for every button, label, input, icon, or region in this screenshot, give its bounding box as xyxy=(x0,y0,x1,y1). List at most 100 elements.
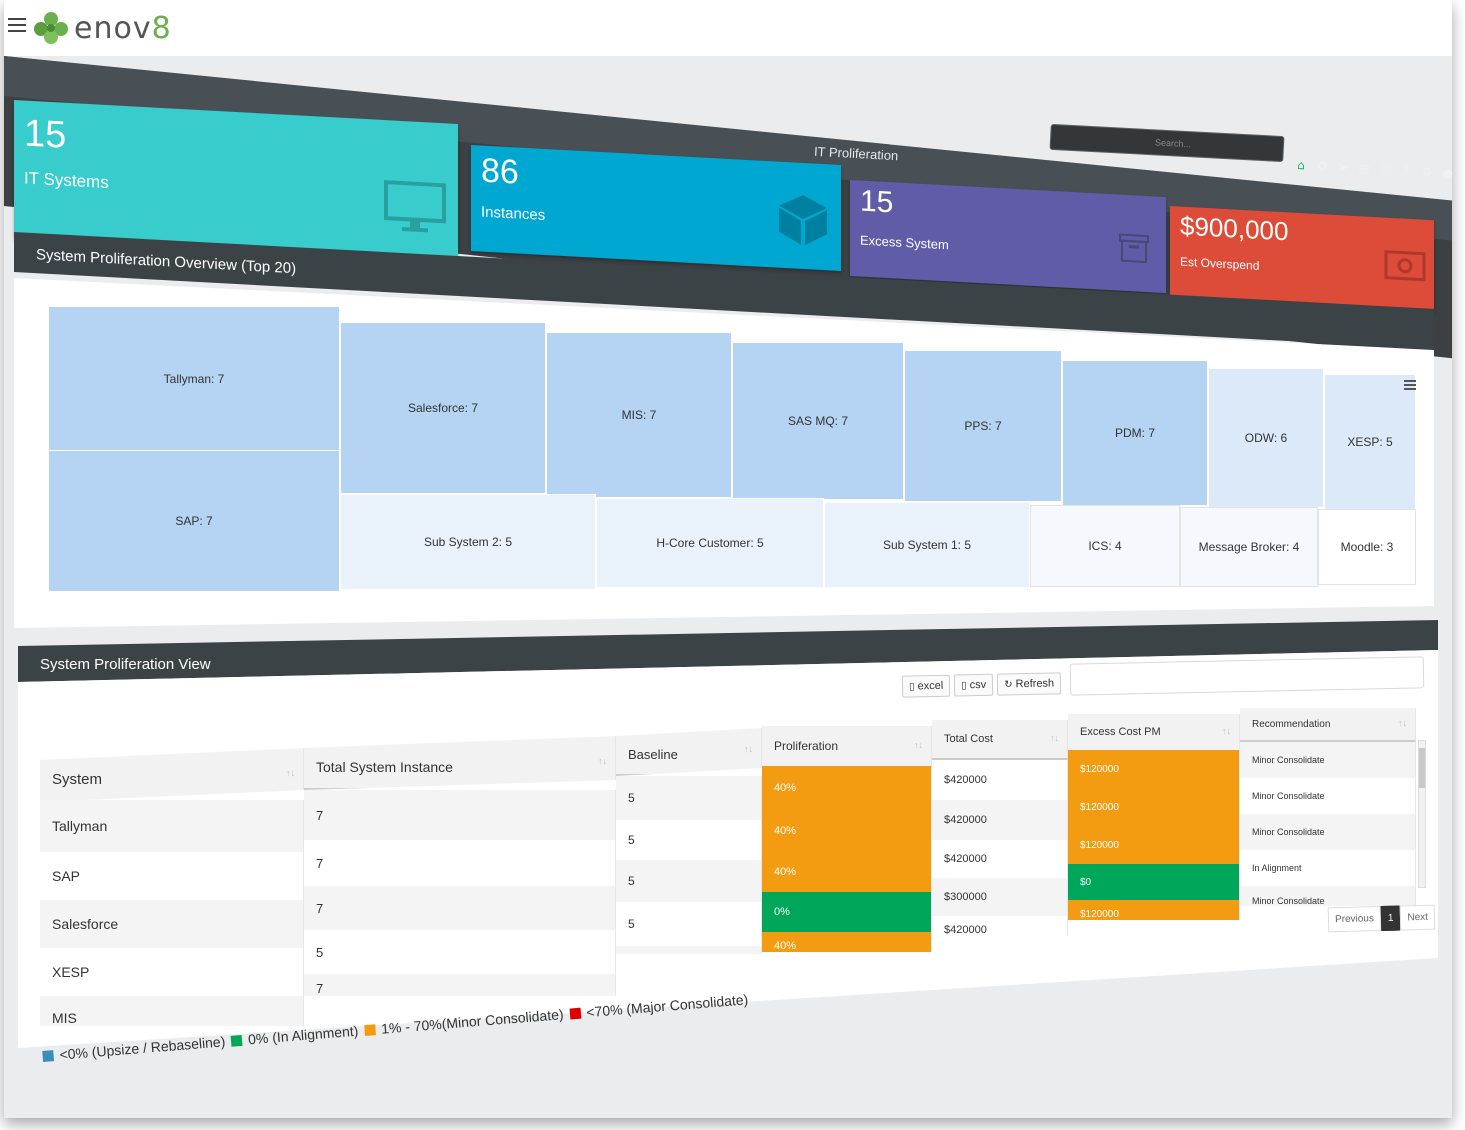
page-1-button[interactable]: 1 xyxy=(1380,905,1401,932)
proliferation-cell: 40% xyxy=(762,810,932,852)
excess-cost-cell: $120000 xyxy=(1068,826,1240,864)
home-icon[interactable]: ⌂ xyxy=(1296,157,1306,173)
pagination: Previous 1 Next xyxy=(1327,904,1436,933)
table-cell: Minor Consolidate xyxy=(1240,778,1416,814)
table-cell: Salesforce xyxy=(40,900,304,948)
panel-title: System Proliferation Overview (Top 20) xyxy=(36,246,297,278)
treemap-cell[interactable]: H-Core Customer: 5 xyxy=(596,498,824,588)
table-cell: 5 xyxy=(304,930,616,974)
nav-icons: ⌂ ✪ ➤ ▤ ⛉ ? ⚙ ● xyxy=(1294,158,1456,180)
treemap-cell[interactable]: SAP: 7 xyxy=(48,450,340,592)
tile-label: IT Systems xyxy=(24,168,109,193)
star-icon[interactable]: ✪ xyxy=(1316,158,1328,174)
treemap-cell[interactable]: ODW: 6 xyxy=(1208,368,1324,508)
tile-value: 15 xyxy=(860,184,894,220)
treemap-cell[interactable]: ICS: 4 xyxy=(1030,505,1180,587)
button-label: csv xyxy=(969,678,987,692)
gear-icon[interactable]: ⚙ xyxy=(1421,164,1433,180)
table-cell: $420000 xyxy=(932,840,1068,878)
tile-label: Instances xyxy=(481,203,546,225)
logo-bar: enov8 xyxy=(4,0,1452,56)
excel-button[interactable]: ▯ excel xyxy=(901,674,951,698)
button-label: excel xyxy=(917,679,944,693)
treemap-cell[interactable]: Moodle: 3 xyxy=(1318,509,1416,585)
file-icon: ▯ xyxy=(908,680,915,693)
csv-button[interactable]: ▯ csv xyxy=(953,673,994,697)
treemap-cell[interactable]: Message Broker: 4 xyxy=(1180,507,1318,587)
treemap-cell[interactable]: Sub System 2: 5 xyxy=(340,494,596,590)
table-cell: 5 xyxy=(616,820,762,860)
table-scrollbar[interactable] xyxy=(1418,740,1426,888)
table-cell: XESP xyxy=(40,948,304,996)
clapperboard-icon[interactable]: ▤ xyxy=(1357,161,1371,176)
table-cell: SAP xyxy=(40,852,304,900)
logo-text: enov8 xyxy=(74,10,172,46)
user-icon[interactable]: ● xyxy=(1442,165,1454,181)
clover-logo-icon xyxy=(34,12,68,44)
legend-swatch-blue xyxy=(42,1049,55,1062)
treemap-cell[interactable]: MIS: 7 xyxy=(546,332,732,498)
treemap-cell[interactable]: SAS MQ: 7 xyxy=(732,342,904,500)
money-icon xyxy=(1384,250,1426,282)
export-toolbar: ▯ excel ▯ csv ↻ Refresh xyxy=(901,672,1062,698)
tile-value: 15 xyxy=(24,112,67,157)
treemap-cell[interactable]: Salesforce: 7 xyxy=(340,322,546,494)
treemap-cell[interactable]: PDM: 7 xyxy=(1062,360,1208,506)
chart-menu-icon[interactable] xyxy=(1404,380,1416,390)
question-icon[interactable]: ? xyxy=(1402,163,1410,178)
table-cell: 7 xyxy=(304,974,616,996)
tile-value: $900,000 xyxy=(1180,210,1289,247)
legend-swatch-red xyxy=(568,1007,581,1020)
est-overspend-tile[interactable]: $900,000 Est Overspend xyxy=(1170,206,1434,313)
menu-icon[interactable] xyxy=(8,18,26,32)
it-systems-tile[interactable]: 15 IT Systems xyxy=(14,100,458,263)
treemap-cell[interactable]: XESP: 5 xyxy=(1324,374,1416,510)
monitor-icon xyxy=(384,180,446,233)
excess-system-tile[interactable]: 15 Excess System xyxy=(850,180,1166,294)
table-cell: Minor Consolidate xyxy=(1240,886,1416,906)
table-cell: MIS xyxy=(40,996,304,1026)
table-cell xyxy=(616,946,762,954)
search-input[interactable]: Search... xyxy=(1049,123,1285,163)
excess-cost-cell: $120000 xyxy=(1068,750,1240,788)
proliferation-cell: 0% xyxy=(762,892,932,932)
table-cell: Minor Consolidate xyxy=(1240,814,1416,850)
treemap-cell[interactable]: Tallyman: 7 xyxy=(48,306,340,451)
scrollbar-thumb[interactable] xyxy=(1419,748,1425,788)
legend-swatch-green xyxy=(230,1034,243,1047)
proliferation-cell: 40% xyxy=(762,766,932,810)
column-header[interactable]: Total System Instance ↑↓ xyxy=(304,736,616,790)
treemap-cell[interactable]: PPS: 7 xyxy=(904,350,1062,502)
shield-icon[interactable]: ⛉ xyxy=(1380,162,1390,177)
excess-cost-cell: $120000 xyxy=(1068,788,1240,826)
instances-tile[interactable]: 86 Instances xyxy=(471,145,841,272)
tile-label: Est Overspend xyxy=(1180,254,1260,273)
column-header[interactable]: Total Cost ↑↓ xyxy=(932,720,1068,760)
app-window: enov8 IT Proliferation Search... ⌂ ✪ ➤ ▤… xyxy=(4,0,1453,1118)
proliferation-cell: 40% xyxy=(762,932,932,952)
excess-cost-cell: $0 xyxy=(1068,864,1240,900)
table-cell: $300000 xyxy=(932,878,1068,916)
table-cell: Minor Consolidate xyxy=(1240,742,1416,778)
table-cell: 5 xyxy=(616,776,762,820)
table-cell: 7 xyxy=(304,790,616,840)
logo[interactable]: enov8 xyxy=(32,10,172,46)
column-header[interactable]: Excess Cost PM ↑↓ xyxy=(1068,714,1240,752)
excess-cost-cell: $120000 xyxy=(1068,900,1240,920)
column-header[interactable]: Baseline ↑↓ xyxy=(616,728,762,776)
table-cell: 7 xyxy=(304,886,616,930)
tile-value: 86 xyxy=(481,151,519,192)
paper-plane-icon[interactable]: ➤ xyxy=(1337,160,1349,175)
column-header[interactable]: Recommendation ↑↓ xyxy=(1240,708,1416,742)
archive-icon xyxy=(1119,233,1149,264)
legend-swatch-orange xyxy=(363,1023,376,1036)
previous-button[interactable]: Previous xyxy=(1327,906,1382,933)
next-button[interactable]: Next xyxy=(1400,904,1436,931)
refresh-button[interactable]: ↻ Refresh xyxy=(996,672,1062,696)
column-header[interactable]: Proliferation ↑↓ xyxy=(762,726,932,768)
treemap-cell[interactable]: Sub System 1: 5 xyxy=(824,502,1030,588)
table-cell: In Alignment xyxy=(1240,850,1416,886)
refresh-icon: ↻ xyxy=(1004,678,1013,691)
cube-icon xyxy=(779,194,827,246)
